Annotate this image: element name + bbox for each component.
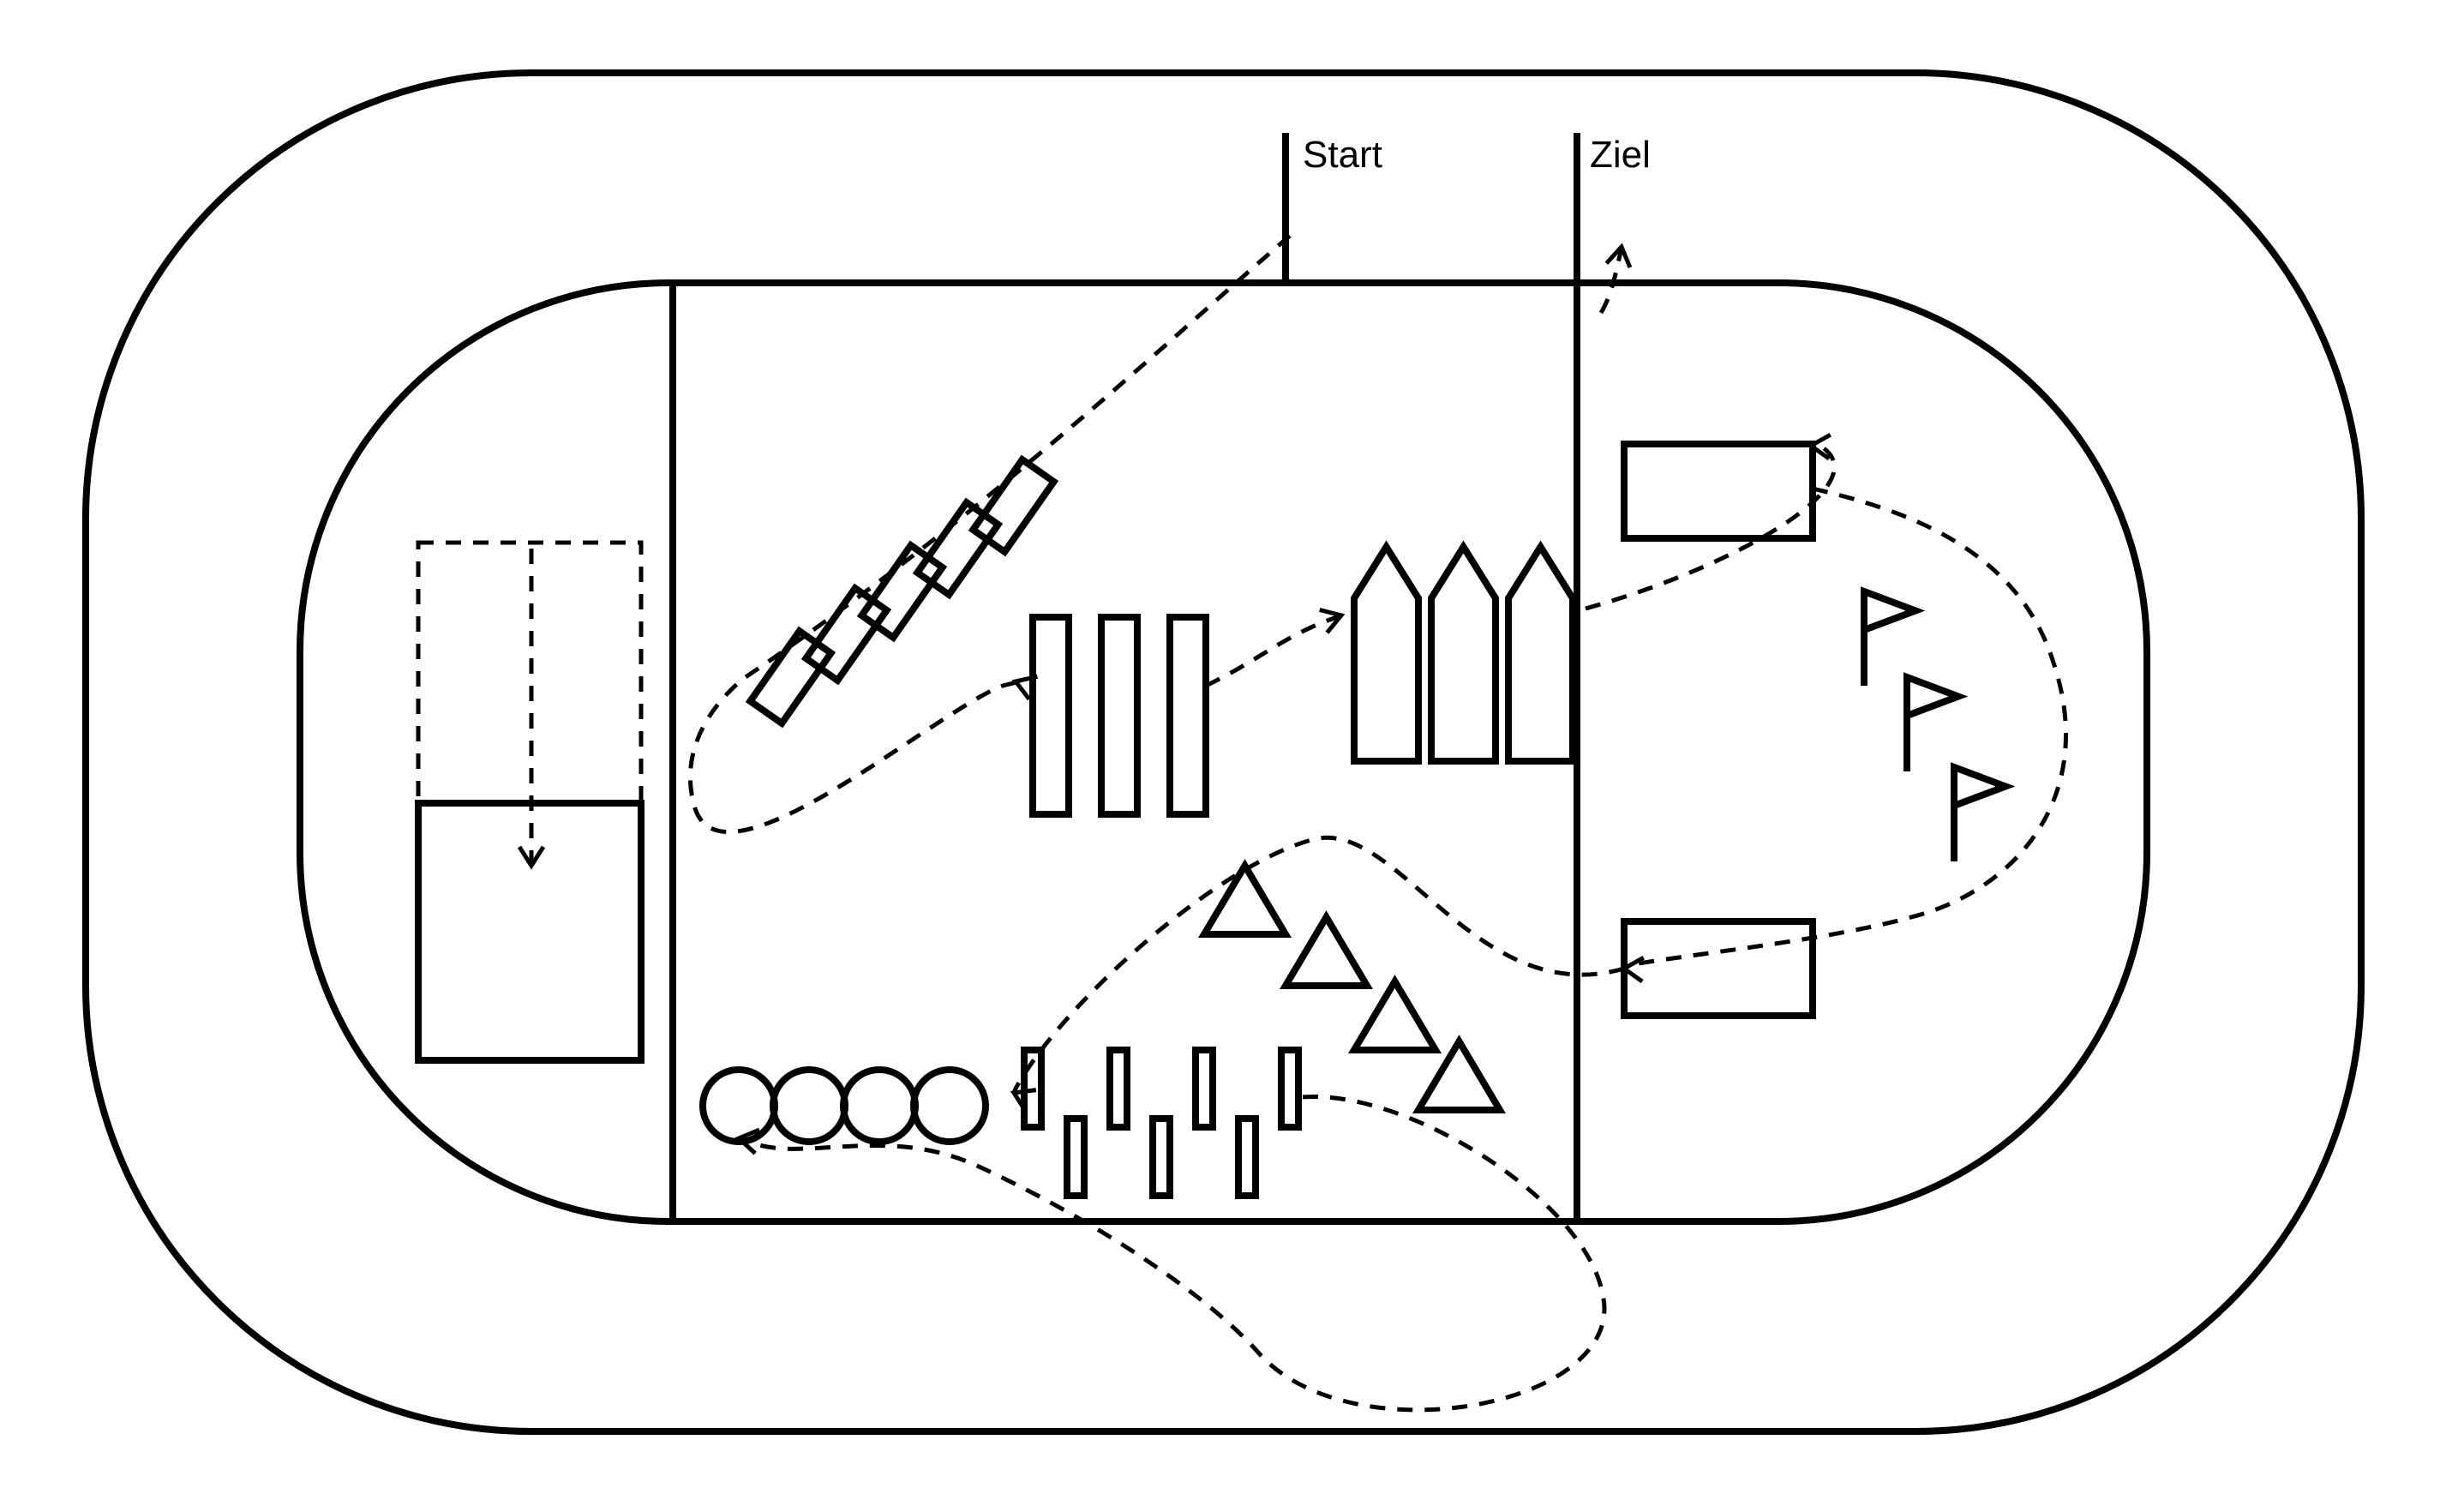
inner-track: [300, 283, 2147, 1221]
flag-2: [1954, 767, 2005, 806]
pole-0: [1033, 617, 1069, 814]
slalom-stick-6: [1281, 1050, 1298, 1127]
hoop-1: [773, 1070, 845, 1142]
cone-0: [1204, 866, 1286, 934]
flag-0: [1864, 591, 1915, 630]
slalom-stick-3: [1153, 1119, 1170, 1196]
picket-0: [1354, 547, 1418, 761]
flag-1: [1907, 677, 1958, 716]
ziel-label: Ziel: [1590, 134, 1651, 176]
outer-track: [86, 73, 2361, 1431]
pole-2: [1170, 617, 1206, 814]
course-path: [531, 236, 2065, 1410]
pole-1: [1101, 617, 1137, 814]
picket-1: [1431, 547, 1496, 761]
hoop-2: [843, 1070, 915, 1142]
vault-box-1: [1624, 921, 1813, 1016]
vault-box-0: [1624, 444, 1813, 538]
hoop-0: [703, 1070, 775, 1142]
obstacle-course-diagram: Start Ziel: [0, 0, 2464, 1506]
cone-2: [1354, 981, 1436, 1050]
slalom-stick-5: [1238, 1119, 1256, 1196]
start-label: Start: [1303, 134, 1382, 176]
slalom-stick-2: [1110, 1050, 1127, 1127]
slalom-stick-1: [1067, 1119, 1084, 1196]
slalom-stick-4: [1196, 1050, 1213, 1127]
hoop-3: [914, 1070, 986, 1142]
picket-2: [1508, 547, 1573, 761]
cone-1: [1286, 917, 1367, 986]
mat-box: [418, 803, 641, 1060]
